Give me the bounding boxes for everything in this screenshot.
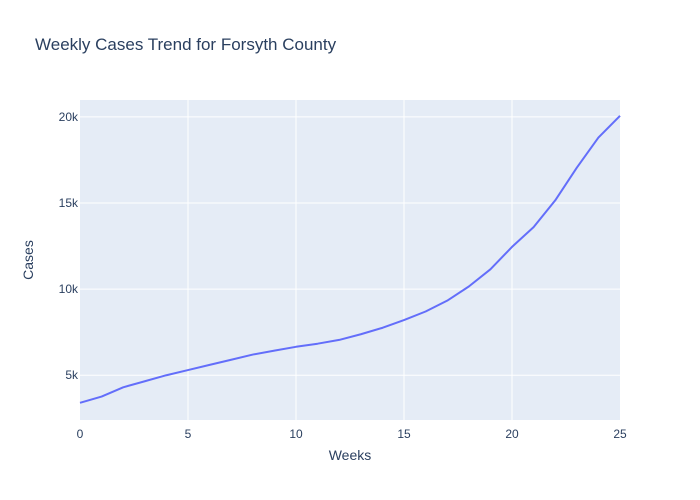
y-axis-title: Cases [20,240,36,280]
x-tick-label: 15 [397,427,411,441]
x-tick-label: 20 [505,427,519,441]
y-tick-label: 10k [59,282,79,296]
series-line [79,115,621,404]
y-tick-label: 5k [65,368,79,382]
chart-title: Weekly Cases Trend for Forsyth County [35,35,337,54]
x-axis-title: Weeks [329,447,372,463]
x-tick-label: 25 [613,427,627,441]
plot-area [80,100,620,420]
x-tick-label: 10 [289,427,303,441]
x-axis-ticks: 0 5 10 15 20 25 [77,427,627,441]
x-tick-label: 0 [77,427,84,441]
y-tick-label: 15k [59,196,79,210]
y-axis-ticks: 5k 10k 15k 20k [59,110,79,382]
x-tick-label: 5 [185,427,192,441]
y-tick-label: 20k [59,110,79,124]
